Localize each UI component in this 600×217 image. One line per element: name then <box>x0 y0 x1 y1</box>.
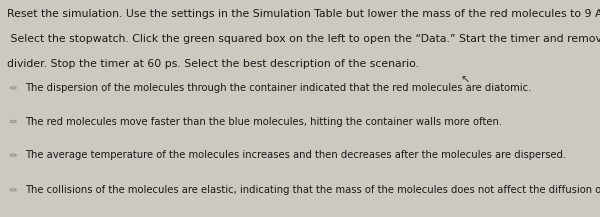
Text: The average temperature of the molecules increases and then decreases after the : The average temperature of the molecules… <box>25 150 566 160</box>
Text: The collisions of the molecules are elastic, indicating that the mass of the mol: The collisions of the molecules are elas… <box>25 185 600 195</box>
Text: The dispersion of the molecules through the container indicated that the red mol: The dispersion of the molecules through … <box>25 83 532 93</box>
Text: Select the stopwatch. Click the green squared box on the left to open the “Data.: Select the stopwatch. Click the green sq… <box>7 34 600 44</box>
Text: The red molecules move faster than the blue molecules, hitting the container wal: The red molecules move faster than the b… <box>25 117 502 127</box>
Text: divider. Stop the timer at 60 ps. Select the best description of the scenario.: divider. Stop the timer at 60 ps. Select… <box>7 59 419 69</box>
Text: ↖: ↖ <box>460 75 470 85</box>
Text: Reset the simulation. Use the settings in the Simulation Table but lower the mas: Reset the simulation. Use the settings i… <box>7 9 600 19</box>
